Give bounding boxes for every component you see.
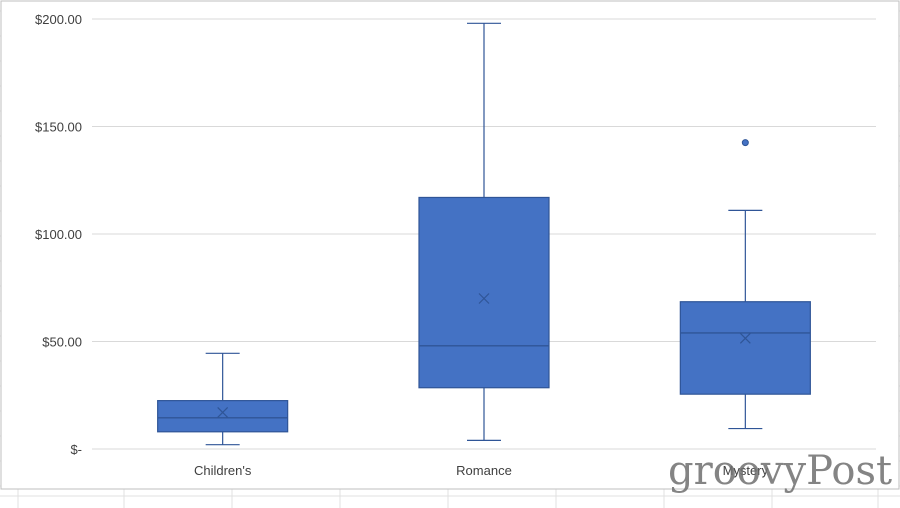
x-category-label: Children's [194,463,252,478]
x-category-label: Mystery [723,463,769,478]
y-axis-tick-labels: $- $50.00 $100.00 $150.00 $200.00 [35,12,82,457]
y-tick-label: $- [70,442,82,457]
box-plot-series [157,22,811,446]
iqr-box [418,196,550,389]
y-tick-label: $200.00 [35,12,82,27]
outlier-point[interactable] [741,139,749,147]
watermark-logo: groovyPost [668,448,892,494]
box-romance[interactable] [418,22,550,441]
mean-marker [739,332,751,344]
box-mystery[interactable] [679,139,811,430]
iqr-box [679,301,811,395]
x-axis-category-labels: Children's Romance Mystery [194,463,769,478]
box-childrens[interactable] [157,352,289,446]
y-tick-label: $100.00 [35,227,82,242]
x-category-label: Romance [456,463,512,478]
y-tick-label: $150.00 [35,120,82,135]
y-tick-label: $50.00 [42,335,82,350]
mean-marker [217,407,229,418]
mean-marker [478,293,490,304]
iqr-box [157,400,289,433]
